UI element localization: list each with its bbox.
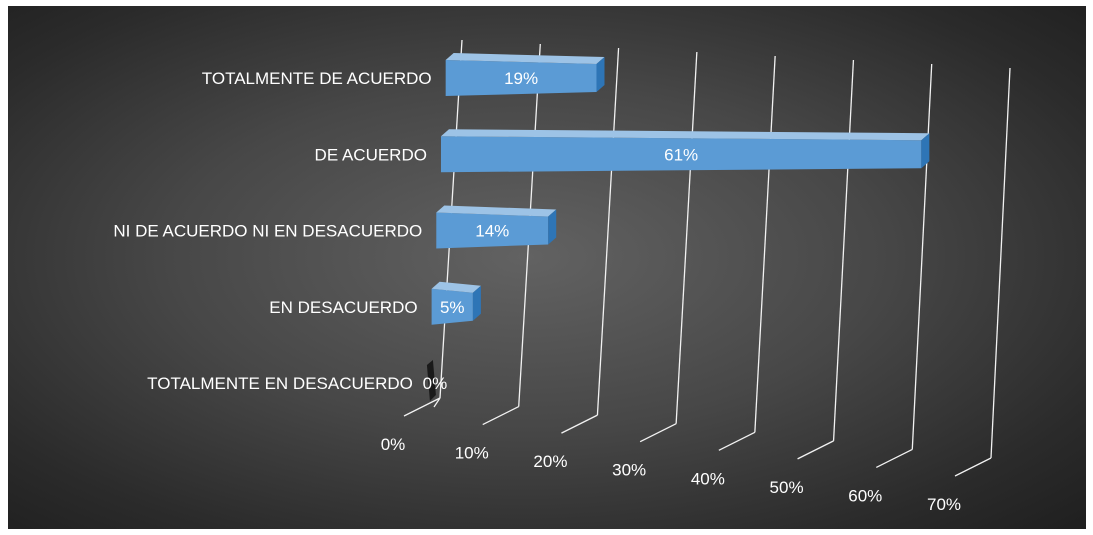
category-label: DE ACUERDO bbox=[315, 145, 427, 164]
bar bbox=[431, 281, 481, 325]
x-tick-label: 50% bbox=[770, 478, 804, 497]
bar-side bbox=[548, 209, 557, 245]
x-tick-label: 30% bbox=[612, 461, 646, 480]
floor-line bbox=[561, 414, 598, 434]
gridline bbox=[832, 59, 855, 441]
bar bbox=[426, 360, 436, 401]
data-label: 14% bbox=[475, 222, 509, 241]
bar-side bbox=[472, 285, 481, 321]
bars bbox=[426, 53, 930, 401]
bar-top bbox=[445, 53, 605, 64]
bar-side bbox=[921, 133, 930, 169]
gridline bbox=[754, 55, 776, 433]
bar-top bbox=[431, 281, 481, 293]
bar-zero bbox=[426, 360, 436, 401]
floor-line bbox=[875, 448, 913, 469]
chart-area: 0% 10% 20% 30% 40% 50% 60% 70% TOTALMENTE DE AC… bbox=[8, 6, 1086, 529]
bar-chart: 0% 10% 20% 30% 40% 50% 60% 70% TOTALMENTE DE AC… bbox=[113, 39, 1011, 514]
data-label: 0% bbox=[423, 374, 448, 393]
data-labels: 19% 61% 14% 5% 0% bbox=[423, 69, 699, 393]
floor-line bbox=[482, 405, 520, 426]
floor-line bbox=[797, 440, 834, 460]
x-tick-label: 10% bbox=[455, 444, 489, 463]
floor-line bbox=[718, 431, 756, 451]
floor-line bbox=[403, 397, 441, 417]
category-label: TOTALMENTE DE ACUERDO bbox=[202, 69, 432, 88]
data-label: 19% bbox=[504, 69, 538, 88]
category-label: TOTALMENTE EN DESACUERDO bbox=[147, 374, 413, 393]
gridline bbox=[990, 67, 1011, 459]
floor-line bbox=[639, 423, 677, 443]
x-tick-label: 60% bbox=[848, 486, 882, 505]
gridline bbox=[675, 51, 698, 424]
gridlines bbox=[403, 39, 1011, 477]
bar-front bbox=[431, 288, 473, 325]
bar-front bbox=[440, 136, 922, 173]
bar bbox=[440, 129, 930, 173]
x-tick-label: 0% bbox=[381, 435, 406, 454]
data-label: 61% bbox=[664, 145, 698, 164]
floor-line bbox=[954, 457, 992, 477]
bar bbox=[445, 53, 605, 96]
gridline bbox=[911, 63, 933, 450]
bar-front bbox=[445, 60, 597, 96]
bar-side bbox=[596, 57, 605, 92]
bar bbox=[436, 205, 557, 249]
data-label: 5% bbox=[440, 298, 465, 317]
wall-base bbox=[433, 397, 441, 408]
gridline bbox=[596, 47, 620, 416]
bar-front bbox=[436, 212, 549, 249]
x-tick-label: 20% bbox=[533, 452, 567, 471]
category-label: EN DESACUERDO bbox=[269, 298, 417, 317]
x-tick-label: 70% bbox=[927, 495, 961, 514]
bar-top bbox=[440, 129, 930, 141]
category-labels: TOTALMENTE DE ACUERDO DE ACUERDO NI DE ACU… bbox=[113, 69, 431, 393]
bar-top bbox=[436, 205, 557, 217]
category-label: NI DE ACUERDO NI EN DESACUERDO bbox=[113, 222, 422, 241]
x-axis-ticks: 0% 10% 20% 30% 40% 50% 60% 70% bbox=[381, 435, 961, 514]
x-tick-label: 40% bbox=[691, 469, 725, 488]
